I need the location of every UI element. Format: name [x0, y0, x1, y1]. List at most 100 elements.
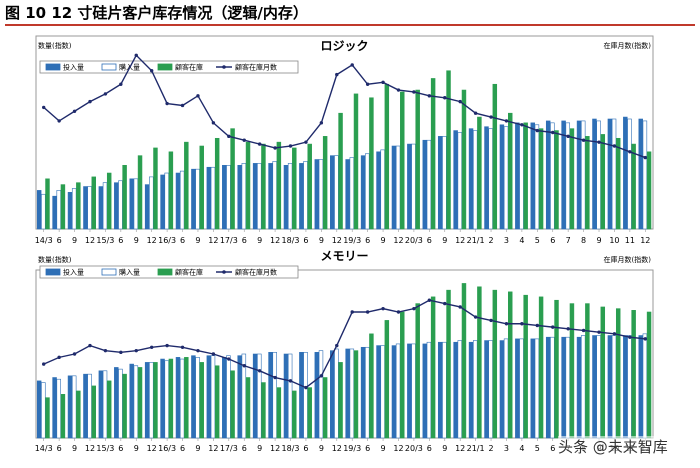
bar-3-35	[569, 128, 575, 230]
bar-2-36	[580, 335, 586, 439]
bar-3-19	[322, 136, 328, 230]
bar-3-7	[137, 155, 143, 230]
bar-2-11	[195, 168, 200, 230]
bar-2-13	[226, 165, 231, 230]
bar-2-17	[287, 163, 293, 230]
x-tick-label: 9	[257, 236, 262, 245]
bar-3-5	[106, 380, 112, 439]
bar-1-11	[191, 168, 196, 230]
bar-3-25	[415, 89, 420, 230]
bar-3-34	[554, 299, 559, 439]
point-4-21	[350, 310, 354, 314]
point-4-11	[196, 94, 200, 98]
x-tick-label: 8	[581, 236, 586, 245]
point-4-9	[165, 101, 169, 106]
bar-2-2	[56, 190, 61, 230]
legend-swatch	[157, 63, 173, 71]
bar-2-18	[303, 352, 308, 439]
x-tick-label: 9	[195, 444, 200, 453]
bar-3-9	[168, 358, 174, 439]
x-tick-label: 19/3	[343, 444, 361, 453]
bar-3-13	[230, 128, 235, 230]
bar-3-32	[523, 294, 528, 439]
bar-2-18	[303, 161, 308, 230]
x-tick-label: 6	[365, 236, 370, 245]
bar-2-16	[272, 161, 277, 230]
point-4-12	[211, 121, 216, 125]
x-tick-label: 9	[257, 444, 262, 453]
bar-3-37	[600, 306, 606, 439]
y2-axis-label: 在庫月数(指数)	[604, 41, 652, 50]
bar-3-29	[477, 286, 482, 439]
bar-2-3	[71, 188, 77, 230]
bar-2-33	[534, 338, 540, 439]
bar-1-16	[268, 352, 273, 439]
x-tick-label: 12	[270, 236, 280, 245]
bar-3-13	[230, 370, 235, 439]
x-tick-label: 16/3	[158, 444, 176, 453]
bar-1-4	[83, 186, 88, 230]
point-4-27	[443, 96, 447, 100]
bar-1-39	[623, 116, 628, 230]
x-tick-label: 6	[550, 236, 555, 245]
bar-2-5	[102, 370, 108, 439]
x-tick-label: 6	[118, 236, 123, 245]
bar-3-6	[122, 165, 127, 230]
bar-1-33	[530, 122, 535, 230]
bar-1-24	[391, 345, 397, 439]
plot-frame	[35, 35, 654, 230]
bar-1-17	[283, 165, 289, 230]
bar-2-4	[87, 186, 92, 230]
x-tick-label: 2	[488, 236, 493, 245]
bar-3-16	[276, 387, 282, 439]
legend-item-3: 顧客在庫	[157, 63, 203, 72]
bar-1-6	[114, 182, 119, 230]
x-tick-label: 6	[427, 236, 432, 245]
point-4-16	[273, 375, 277, 380]
bar-2-21	[349, 348, 355, 439]
point-4-38	[612, 332, 617, 336]
bar-1-8	[144, 184, 150, 230]
bar-1-18	[299, 352, 304, 439]
bar-1-1	[36, 190, 42, 230]
x-tick-label: 6	[550, 444, 555, 453]
bar-3-15	[261, 143, 266, 230]
bar-3-22	[369, 333, 374, 439]
y2-axis-label: 在庫月数(指数)	[604, 255, 652, 264]
point-4-22	[365, 82, 370, 86]
point-4-32	[520, 322, 524, 326]
point-4-39	[628, 150, 632, 154]
point-4-33	[535, 323, 540, 328]
bar-3-28	[461, 89, 467, 230]
bar-2-1	[41, 382, 46, 439]
bar-1-32	[515, 122, 520, 230]
bar-3-5	[106, 172, 112, 230]
bar-1-25	[407, 343, 412, 439]
bar-1-14	[237, 355, 242, 439]
bar-3-33	[538, 296, 544, 439]
bar-1-5	[98, 186, 104, 230]
bar-2-12	[210, 166, 216, 230]
point-4-9	[165, 343, 169, 348]
bar-2-15	[257, 163, 262, 230]
x-tick-label: 6	[303, 236, 308, 245]
point-4-19	[319, 374, 324, 378]
point-4-15	[257, 142, 262, 146]
x-tick-label: 12	[208, 444, 218, 453]
bar-3-12	[214, 137, 220, 230]
bar-3-20	[338, 112, 343, 230]
bar-2-6	[118, 180, 123, 230]
point-4-34	[551, 325, 555, 329]
bar-1-29	[468, 128, 474, 230]
point-4-7	[134, 348, 138, 353]
bar-3-33	[538, 128, 544, 230]
point-4-18	[304, 385, 308, 390]
bar-3-39	[631, 310, 636, 439]
x-tick-label: 12	[332, 444, 342, 453]
point-4-17	[288, 144, 293, 148]
x-tick-label: 11	[625, 236, 635, 245]
bar-1-3	[67, 192, 73, 230]
x-tick-label: 6	[57, 444, 62, 453]
bar-2-17	[287, 353, 293, 439]
bar-2-19	[318, 159, 324, 230]
